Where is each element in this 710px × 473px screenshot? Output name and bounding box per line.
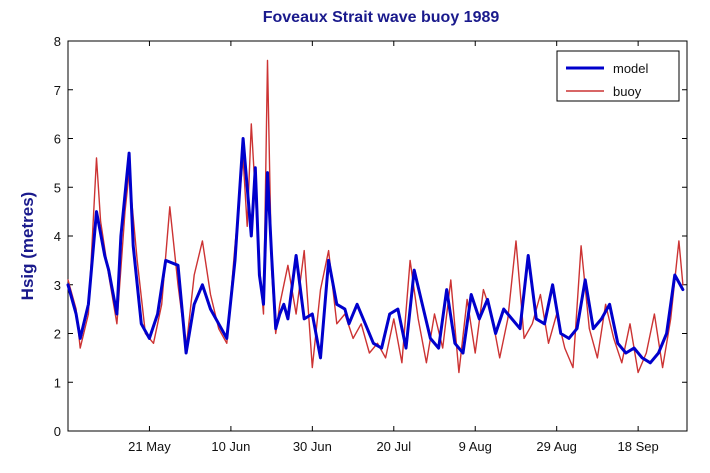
x-tick-label: 20 Jul	[376, 439, 411, 454]
series-group	[66, 59, 685, 374]
y-tick-label: 6	[54, 132, 61, 147]
legend: model buoy	[556, 50, 680, 102]
y-tick-label: 4	[54, 229, 61, 244]
y-tick-label: 2	[54, 327, 61, 342]
x-tick-label: 21 May	[128, 439, 171, 454]
x-tick-label: 30 Jun	[293, 439, 332, 454]
x-tick-label: 29 Aug	[536, 439, 577, 454]
x-tick-label: 10 Jun	[211, 439, 250, 454]
y-tick-label: 3	[54, 278, 61, 293]
legend-box	[556, 50, 680, 102]
y-tick-label: 1	[54, 375, 61, 390]
series-line-buoy	[67, 59, 684, 374]
chart-title: Foveaux Strait wave buoy 1989	[263, 9, 500, 26]
legend-label-model: model	[613, 61, 649, 76]
y-tick-label: 8	[54, 34, 61, 49]
y-tick-label: 0	[54, 424, 61, 439]
y-axis-label: Hsig (metres)	[18, 192, 37, 301]
legend-label-buoy: buoy	[613, 84, 642, 99]
x-tick-label: 18 Sep	[618, 439, 659, 454]
series-line-model	[66, 137, 685, 365]
y-tick-label: 5	[54, 180, 61, 195]
y-tick-label: 7	[54, 83, 61, 98]
x-tick-label: 9 Aug	[459, 439, 492, 454]
x-axis: 21 May 10 Jun 30 Jun 20 Jul 9 Aug 29 Aug 18 Se…	[128, 41, 659, 454]
plot-area	[67, 40, 688, 432]
